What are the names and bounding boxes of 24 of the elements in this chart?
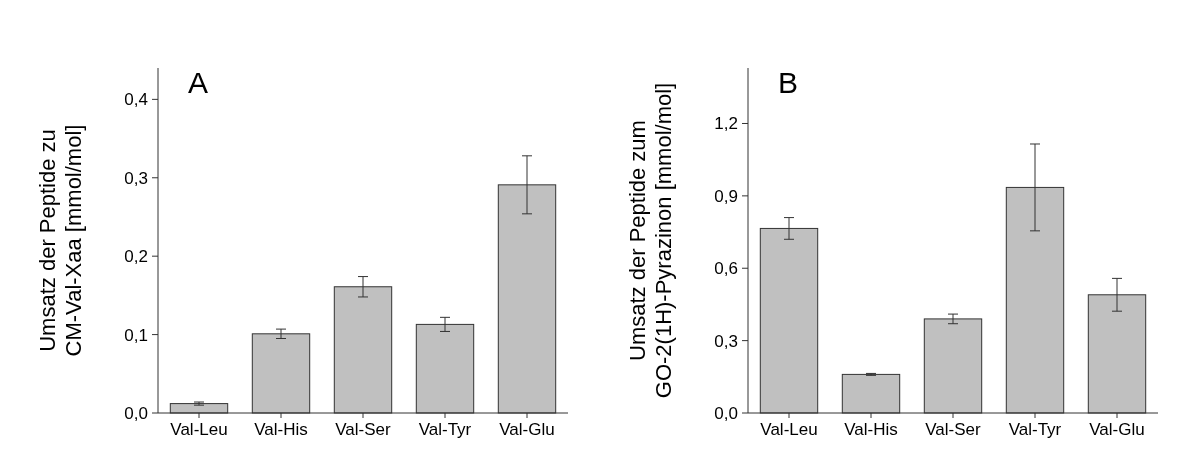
y-tick-label: 0,9 [714, 186, 738, 206]
y-tick-label: 0,2 [124, 247, 148, 267]
x-tick-label: Val-Glu [1089, 420, 1145, 439]
x-tick-label: Val-Tyr [418, 420, 472, 439]
x-tick-label: Val-His [844, 420, 898, 439]
y-tick-label: 0,0 [714, 403, 738, 423]
y-tick-label: 0,6 [714, 259, 738, 279]
x-tick-label: Val-Leu [760, 420, 818, 439]
x-tick-label: Val-His [254, 420, 308, 439]
x-tick-label: Val-Leu [170, 420, 228, 439]
y-axis-title: Umsatz der Peptide zum GO-2(1H)-Pyrazinon [mmol/mol] [624, 82, 677, 399]
y-tick-label: 0,0 [124, 403, 148, 423]
y-tick-label: 0,3 [714, 331, 738, 351]
x-tick-label: Val-Ser [925, 420, 982, 439]
y-tick-label: 1,2 [714, 114, 738, 134]
x-tick-label: Val-Tyr [1008, 420, 1062, 439]
y-tick-label: 0,4 [124, 90, 148, 110]
x-tick-label: Val-Glu [499, 420, 555, 439]
y-axis-title: Umsatz der Peptide zu CM-Val-Xaa [mmol/mol] [34, 124, 87, 357]
y-tick-label: 0,1 [124, 325, 148, 345]
chart-title: B [778, 66, 799, 99]
x-tick-label: Val-Ser [335, 420, 392, 439]
chart-title: A [188, 66, 209, 99]
y-tick-label: 0,3 [124, 168, 148, 188]
